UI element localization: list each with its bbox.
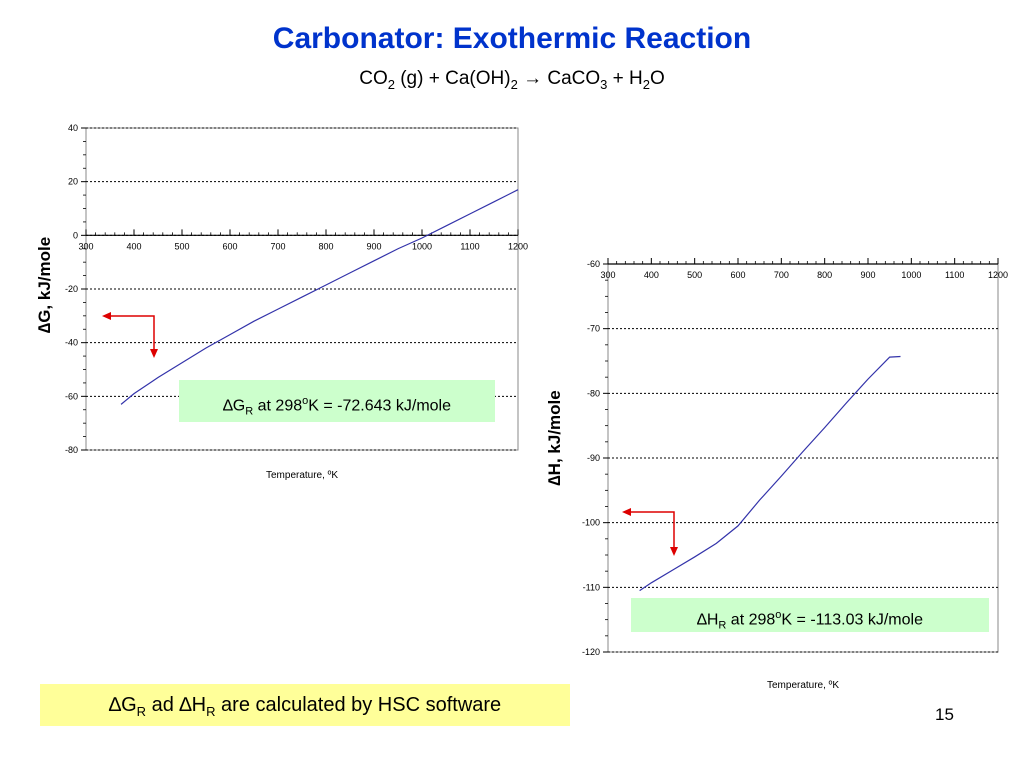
x-tick-label: 800	[817, 270, 832, 280]
y-tick-label: -120	[582, 647, 600, 657]
red-arrow	[102, 312, 158, 358]
chart1-ylabel: ∆G, kJ/mole	[35, 236, 54, 334]
x-tick-label: 300	[600, 270, 615, 280]
y-tick-label: -20	[65, 284, 78, 294]
x-tick-label: 1200	[508, 241, 528, 251]
x-tick-label: 1000	[412, 241, 432, 251]
x-tick-label: 700	[270, 241, 285, 251]
x-tick-label: 900	[366, 241, 381, 251]
y-tick-label: -40	[65, 338, 78, 348]
enthalpy-chart: -60 -70 -80 -90 -100 -110 -120 300 400 500 600 700 8…	[582, 258, 1008, 691]
plot-area	[607, 263, 999, 653]
x-tick-label: 300	[78, 241, 93, 251]
x-tick-label: 600	[730, 270, 745, 280]
red-arrow	[622, 508, 678, 556]
x-tick-label: 1100	[460, 241, 479, 251]
x-tick-label: 1200	[988, 270, 1008, 280]
x-tick-label: 1100	[945, 270, 964, 280]
slide-title: Carbonator: Exothermic Reaction	[272, 22, 752, 55]
x-tick-label: 1000	[901, 270, 921, 280]
gibbs-energy-chart: 40 20 0 -20 -40 -60 -80 300 400 500 600 700 800 900 10…	[65, 123, 528, 481]
y-tick-label: 20	[68, 177, 78, 187]
y-tick-label: -60	[587, 259, 600, 269]
series-line-1	[639, 355, 901, 592]
y-tick-label: -90	[587, 453, 600, 463]
y-tick-label: -60	[65, 391, 78, 401]
series-line-1	[120, 189, 519, 405]
gibbs-callout: ∆GR at 298oK = -72.643 kJ/mole	[179, 380, 495, 422]
y-tick-label: 0	[73, 230, 78, 240]
enthalpy-callout: ∆HR at 298oK = -113.03 kJ/mole	[631, 598, 989, 632]
y-tick-label: -80	[65, 445, 78, 455]
x-tick-label: 900	[860, 270, 875, 280]
x-axis-label: Temperature, ºK	[767, 680, 839, 691]
page-number: 15	[935, 705, 954, 724]
y-tick-label: -70	[587, 324, 600, 334]
reaction-equation: CO2 (g) + Ca(OH)2 → CaCO3 + H2O	[359, 68, 665, 92]
y-tick-label: 40	[68, 123, 78, 133]
y-tick-label: -100	[582, 518, 600, 528]
x-tick-label: 600	[222, 241, 237, 251]
x-tick-label: 400	[644, 270, 659, 280]
y-tick-label: -110	[583, 582, 600, 592]
x-axis-label: Temperature, ºK	[266, 470, 338, 481]
x-tick-label: 800	[318, 241, 333, 251]
x-tick-label: 500	[174, 241, 189, 251]
x-tick-label: 500	[687, 270, 702, 280]
y-tick-label: -80	[587, 388, 600, 398]
chart2-ylabel: ∆H, kJ/mole	[545, 390, 564, 486]
x-tick-label: 400	[126, 241, 141, 251]
x-tick-label: 700	[774, 270, 789, 280]
footnote: ∆GR ad ∆HR are calculated by HSC softwar…	[40, 684, 570, 726]
